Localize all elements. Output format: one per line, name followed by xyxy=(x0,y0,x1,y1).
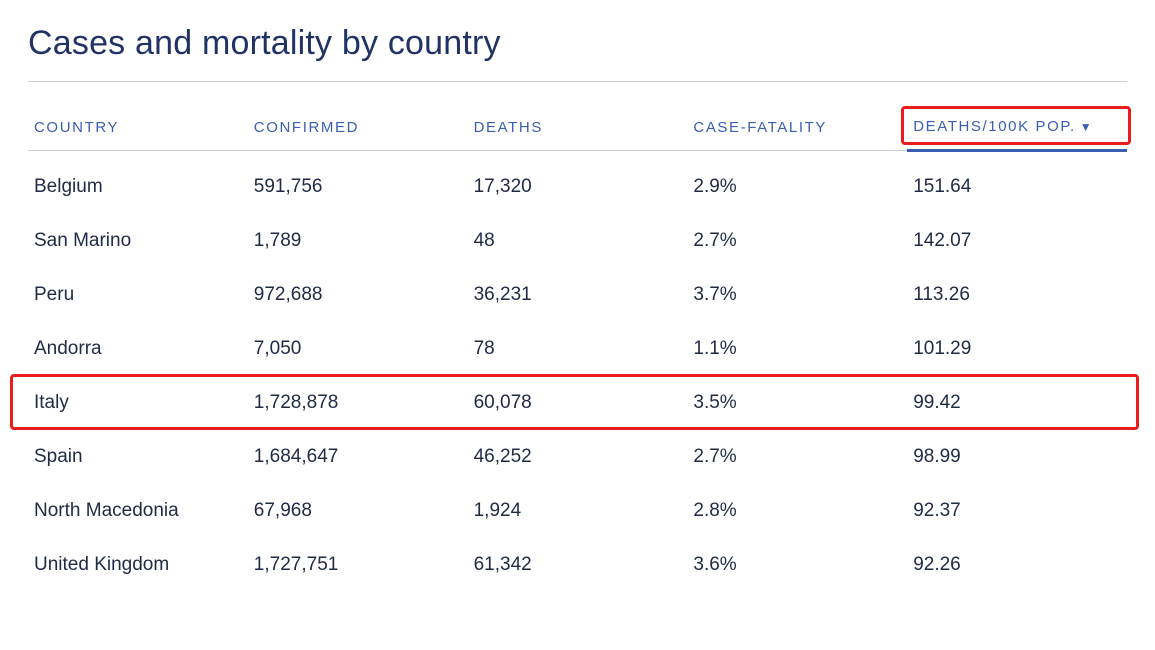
cell-country: San Marino xyxy=(28,214,248,268)
cell-case-fatality: 3.5% xyxy=(687,376,907,430)
cell-deaths-100k: 101.29 xyxy=(907,322,1127,376)
cell-confirmed: 1,727,751 xyxy=(248,538,468,592)
page-title: Cases and mortality by country xyxy=(28,24,1127,63)
cell-deaths: 48 xyxy=(468,214,688,268)
cell-country: Belgium xyxy=(28,151,248,215)
cell-deaths: 60,078 xyxy=(468,376,688,430)
cell-confirmed: 591,756 xyxy=(248,151,468,215)
table-row: Belgium591,75617,3202.9%151.64 xyxy=(28,151,1127,215)
table-row: United Kingdom1,727,75161,3423.6%92.26 xyxy=(28,538,1127,592)
cell-country: North Macedonia xyxy=(28,484,248,538)
cell-country: Spain xyxy=(28,430,248,484)
sort-desc-icon: ▼ xyxy=(1080,120,1093,134)
cell-deaths: 36,231 xyxy=(468,268,688,322)
table-row: North Macedonia67,9681,9242.8%92.37 xyxy=(28,484,1127,538)
col-country[interactable]: COUNTRY xyxy=(28,110,248,151)
cell-confirmed: 1,684,647 xyxy=(248,430,468,484)
col-confirmed[interactable]: CONFIRMED xyxy=(248,110,468,151)
cell-deaths-100k: 142.07 xyxy=(907,214,1127,268)
cell-country: Italy xyxy=(28,376,248,430)
cell-deaths: 61,342 xyxy=(468,538,688,592)
col-case-fatality[interactable]: CASE-FATALITY xyxy=(687,110,907,151)
cell-deaths-100k: 99.42 xyxy=(907,376,1127,430)
mortality-table: COUNTRY CONFIRMED DEATHS CASE-FATALITY D… xyxy=(28,110,1127,592)
table-body: Belgium591,75617,3202.9%151.64San Marino… xyxy=(28,151,1127,593)
cell-case-fatality: 3.7% xyxy=(687,268,907,322)
cell-deaths: 46,252 xyxy=(468,430,688,484)
col-deaths-100k-label: DEATHS/100K POP. xyxy=(913,118,1076,135)
cell-case-fatality: 2.7% xyxy=(687,430,907,484)
cell-deaths: 1,924 xyxy=(468,484,688,538)
cell-case-fatality: 3.6% xyxy=(687,538,907,592)
cell-deaths: 78 xyxy=(468,322,688,376)
col-case-fatality-label: CASE-FATALITY xyxy=(693,119,827,136)
table-row: Spain1,684,64746,2522.7%98.99 xyxy=(28,430,1127,484)
title-divider xyxy=(28,81,1127,82)
cell-deaths: 17,320 xyxy=(468,151,688,215)
cell-case-fatality: 2.7% xyxy=(687,214,907,268)
table-row: Italy1,728,87860,0783.5%99.42 xyxy=(28,376,1127,430)
cell-case-fatality: 1.1% xyxy=(687,322,907,376)
cell-confirmed: 1,728,878 xyxy=(248,376,468,430)
cell-confirmed: 1,789 xyxy=(248,214,468,268)
col-country-label: COUNTRY xyxy=(34,119,119,136)
cell-deaths-100k: 98.99 xyxy=(907,430,1127,484)
cell-confirmed: 972,688 xyxy=(248,268,468,322)
cell-confirmed: 67,968 xyxy=(248,484,468,538)
cell-case-fatality: 2.8% xyxy=(687,484,907,538)
cell-country: Andorra xyxy=(28,322,248,376)
cell-case-fatality: 2.9% xyxy=(687,151,907,215)
col-deaths-100k[interactable]: DEATHS/100K POP. ▼ xyxy=(907,110,1127,151)
col-deaths-label: DEATHS xyxy=(474,119,543,136)
table-header-row: COUNTRY CONFIRMED DEATHS CASE-FATALITY D… xyxy=(28,110,1127,151)
table-row: San Marino1,789482.7%142.07 xyxy=(28,214,1127,268)
col-confirmed-label: CONFIRMED xyxy=(254,119,359,136)
cell-country: Peru xyxy=(28,268,248,322)
cell-deaths-100k: 151.64 xyxy=(907,151,1127,215)
table-row: Andorra7,050781.1%101.29 xyxy=(28,322,1127,376)
table-wrapper: COUNTRY CONFIRMED DEATHS CASE-FATALITY D… xyxy=(28,110,1127,592)
cell-deaths-100k: 113.26 xyxy=(907,268,1127,322)
cell-confirmed: 7,050 xyxy=(248,322,468,376)
table-row: Peru972,68836,2313.7%113.26 xyxy=(28,268,1127,322)
cell-country: United Kingdom xyxy=(28,538,248,592)
cell-deaths-100k: 92.37 xyxy=(907,484,1127,538)
cell-deaths-100k: 92.26 xyxy=(907,538,1127,592)
col-deaths[interactable]: DEATHS xyxy=(468,110,688,151)
